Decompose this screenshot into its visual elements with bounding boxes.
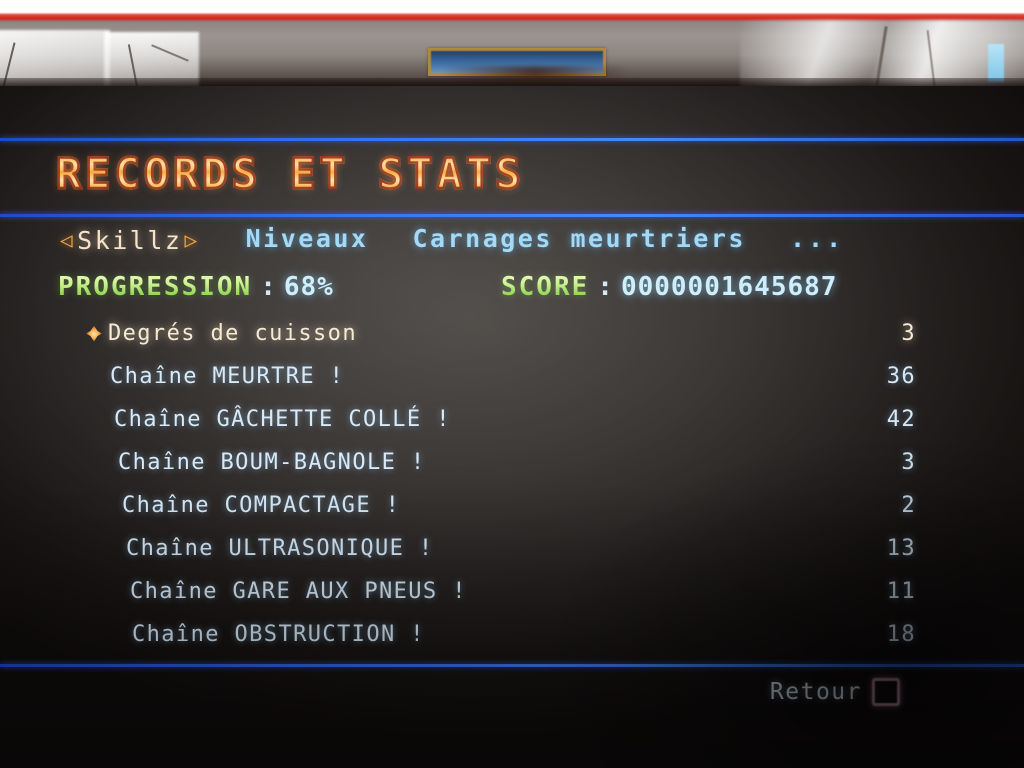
list-item[interactable]: Degrés de cuisson 3 xyxy=(0,312,1024,355)
tab-carnages-meurtriers[interactable]: Carnages meurtriers xyxy=(412,224,745,253)
stat-label: Chaîne GÂCHETTE COLLÉ ! xyxy=(114,407,451,432)
chevron-left-icon[interactable]: ◁ xyxy=(60,228,76,252)
tv-bezel-top xyxy=(0,0,1024,88)
divider-bottom xyxy=(0,664,1024,667)
square-button-icon xyxy=(872,678,900,706)
reflection-branch-icon xyxy=(875,26,888,86)
page-title: RECORDS ET STATS xyxy=(55,148,525,200)
game-screen: RECORDS ET STATS ◁ Skillz ▷ Niveaux Carn… xyxy=(0,86,1024,768)
stat-label: Chaîne GARE AUX PNEUS ! xyxy=(130,579,467,604)
score-label: SCORE xyxy=(501,272,590,302)
stat-value: 11 xyxy=(886,579,916,604)
stat-value: 13 xyxy=(886,536,916,561)
list-item[interactable]: Chaîne COMPACTAGE ! 2 xyxy=(0,484,1024,527)
score-value: 0000001645687 xyxy=(620,272,838,302)
tab-carnages-meurtriers-label: Carnages meurtriers xyxy=(412,224,746,253)
reflection-branch-icon xyxy=(151,44,189,62)
chevron-right-icon[interactable]: ▷ xyxy=(184,228,200,252)
stats-list: Degrés de cuisson 3 Chaîne MEURTRE ! 36 … xyxy=(0,312,1024,656)
back-button[interactable]: Retour xyxy=(770,678,900,706)
list-item[interactable]: Chaîne ULTRASONIQUE ! 13 xyxy=(0,527,1024,570)
tab-bar: ◁ Skillz ▷ Niveaux Carnages meurtriers .… xyxy=(58,224,888,255)
tab-more-label: ... xyxy=(789,224,845,253)
list-item[interactable]: Chaîne GARE AUX PNEUS ! 11 xyxy=(0,570,1024,613)
tab-more[interactable]: ... xyxy=(790,224,844,253)
divider-middle xyxy=(0,214,1024,217)
stat-value: 3 xyxy=(901,450,916,475)
tab-skillz[interactable]: ◁ Skillz ▷ xyxy=(58,226,202,255)
progression-separator: : xyxy=(260,272,276,302)
selection-cursor-icon xyxy=(86,325,102,342)
tab-niveaux[interactable]: Niveaux xyxy=(246,224,369,253)
stat-label: Chaîne MEURTRE ! xyxy=(110,364,345,389)
score-separator: : xyxy=(597,272,613,302)
score-group: SCORE : 0000001645687 xyxy=(501,272,837,302)
stat-value: 3 xyxy=(901,321,916,346)
stat-value: 2 xyxy=(901,493,916,518)
list-item[interactable]: Chaîne MEURTRE ! 36 xyxy=(0,355,1024,398)
stat-label: Chaîne ULTRASONIQUE ! xyxy=(126,536,434,561)
stat-label: Chaîne OBSTRUCTION ! xyxy=(132,622,425,647)
progression-label: PROGRESSION xyxy=(58,272,253,302)
reflection-picture-frame-icon xyxy=(428,48,606,76)
reflection-picture-canvas xyxy=(431,51,603,73)
list-item[interactable]: Chaîne BOUM-BAGNOLE ! 3 xyxy=(0,441,1024,484)
summary-bar: PROGRESSION : 68% SCORE : 0000001645687 xyxy=(58,272,958,306)
stat-label: Degrés de cuisson xyxy=(108,321,357,346)
stat-value: 36 xyxy=(886,364,916,389)
tv-bezel-inner-edge xyxy=(0,78,1024,88)
tab-niveaux-label: Niveaux xyxy=(245,224,369,253)
list-item[interactable]: Chaîne GÂCHETTE COLLÉ ! 42 xyxy=(0,398,1024,441)
back-button-label: Retour xyxy=(769,679,862,705)
tab-skillz-label: Skillz xyxy=(77,225,183,255)
list-item[interactable]: Chaîne OBSTRUCTION ! 18 xyxy=(0,613,1024,656)
reflection-blue-object xyxy=(988,44,1004,82)
divider-top xyxy=(0,138,1024,141)
progression-group: PROGRESSION : 68% xyxy=(58,272,334,302)
stat-value: 18 xyxy=(886,622,916,647)
stat-value: 42 xyxy=(886,407,916,432)
stat-label: Chaîne COMPACTAGE ! xyxy=(122,493,401,518)
stat-label: Chaîne BOUM-BAGNOLE ! xyxy=(118,450,426,475)
progression-value: 68% xyxy=(283,272,334,302)
